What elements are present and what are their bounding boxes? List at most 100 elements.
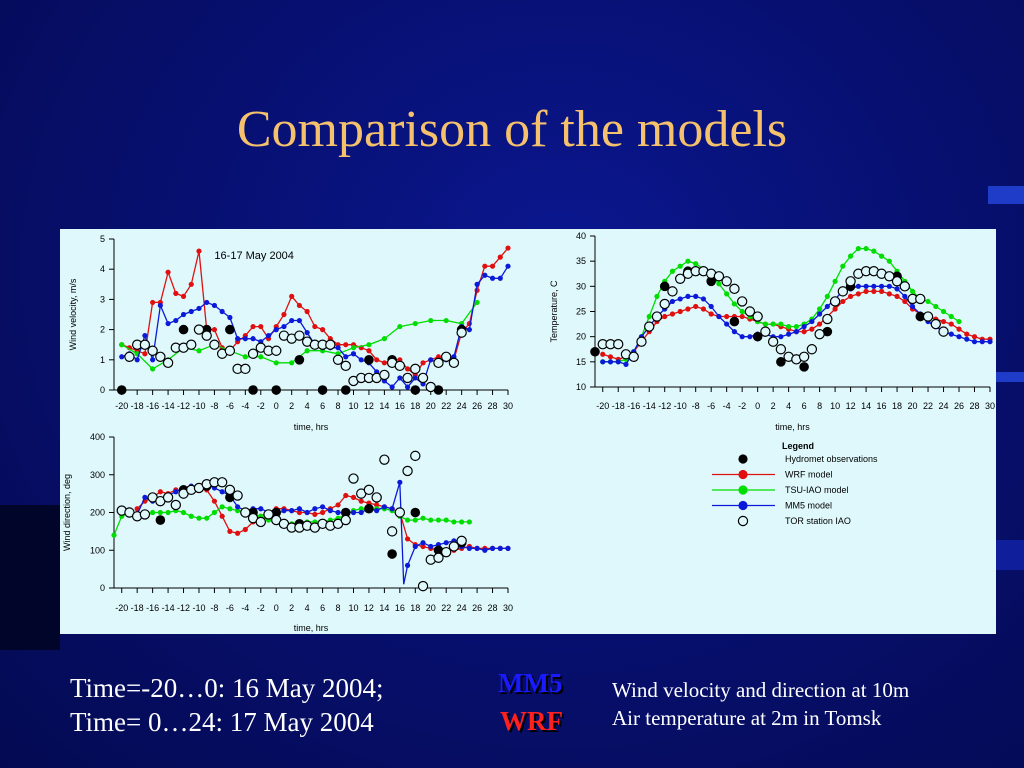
- temperature-wrf-model-point: [677, 308, 683, 315]
- temperature-mm5-model-point: [909, 303, 916, 310]
- decor-bar-top-right: [988, 186, 1024, 204]
- wind-velocity-mm5-model-point: [134, 357, 140, 363]
- temperature-mm5-model-point: [708, 303, 714, 310]
- wind-direction-wrf-model-point: [296, 509, 303, 516]
- wind-velocity-x-tick-label: -10: [192, 401, 205, 411]
- wind-velocity-y-tick-label: 0: [100, 385, 105, 395]
- wind-velocity-x-axis-label: time, hrs: [294, 422, 329, 432]
- temperature-mm5-model-point: [987, 339, 993, 345]
- legend-entry-mm5-model-label: MM5 model: [785, 501, 832, 511]
- temperature-tor-station-iao-point: [729, 283, 740, 295]
- wind-velocity-x-tick-label: 6: [320, 401, 325, 411]
- wind-velocity-x-tick-label: -16: [146, 401, 159, 411]
- temperature-y-tick-label: 20: [576, 332, 586, 342]
- wind-velocity-mm5-model-point: [497, 275, 503, 281]
- wind-direction-x-tick-label: 4: [305, 603, 310, 613]
- wind-direction-mm5-model-point: [404, 562, 411, 568]
- wind-velocity-tor-station-iao-point: [201, 330, 212, 341]
- temperature-wrf-model-point: [801, 329, 807, 335]
- wind-velocity-wrf-model-point: [489, 263, 496, 269]
- wind-velocity-tor-station-iao-point: [440, 351, 452, 362]
- wind-velocity-x-tick-label: -6: [226, 401, 234, 411]
- temperature-x-tick-label: 18: [892, 401, 902, 411]
- temperature-x-tick-label: 14: [861, 401, 871, 411]
- temperature-mm5-model-point: [817, 311, 823, 317]
- wind-direction-x-tick-label: -16: [146, 603, 159, 613]
- wind-direction-tsu-iao-model-point: [235, 508, 241, 514]
- temperature-mm5-model-point: [731, 329, 738, 335]
- wind-velocity-tor-station-iao-point: [162, 357, 174, 369]
- wind-velocity-x-tick-label: 30: [503, 401, 513, 411]
- wind-velocity-hydromet-observations-point: [364, 355, 374, 365]
- wind-velocity-tsu-iao-model-point: [412, 320, 418, 327]
- wind-direction-tsu-iao-model-point: [219, 504, 225, 510]
- wind-velocity-wrf-model-point: [250, 323, 256, 330]
- wind-direction-wrf-model-point: [312, 511, 318, 517]
- temperature-y-tick-label: 25: [576, 307, 586, 317]
- legend-entry-mm5-model-marker: [738, 500, 748, 511]
- temperature-tor-station-iao-point: [814, 328, 825, 340]
- wind-direction-mm5-model-point: [374, 508, 380, 514]
- wind-direction-tor-station-iao-point: [340, 514, 351, 526]
- temperature-mm5-model-point: [700, 296, 707, 302]
- wind-velocity-tor-station-iao-point: [425, 381, 436, 393]
- wind-direction-mm5-model-point: [428, 543, 434, 550]
- temperature-wrf-model-point: [840, 298, 846, 305]
- wind-velocity-tsu-iao-model-point: [196, 348, 202, 354]
- wind-velocity-tor-station-iao-point: [448, 357, 460, 369]
- wind-direction-wrf-model-point: [157, 489, 163, 495]
- temperature-x-tick-label: 16: [877, 401, 887, 411]
- wind-direction-x-tick-label: -12: [177, 603, 190, 613]
- wind-velocity-x-tick-label: 2: [289, 401, 294, 411]
- wind-velocity-tor-station-iao-point: [139, 339, 151, 350]
- wind-direction-mm5-model-point: [235, 504, 241, 510]
- wind-direction-x-tick-label: -6: [226, 603, 234, 613]
- temperature-tsu-iao-model-point: [886, 258, 892, 264]
- wind-direction-wrf-model-point: [374, 502, 380, 508]
- wind-velocity-tor-station-iao-point: [224, 345, 236, 356]
- temperature-x-tick-label: -2: [738, 401, 746, 411]
- wind-velocity-x-tick-label: -8: [210, 401, 218, 411]
- temperature-mm5-model-point: [894, 286, 900, 292]
- wind-velocity-tor-station-iao-point: [410, 363, 421, 375]
- wind-velocity-y-axis-label: Wind velocity, m/s: [68, 278, 78, 350]
- temperature-y-tick-label: 40: [576, 231, 586, 241]
- wind-velocity-y-tick-label: 4: [100, 264, 105, 274]
- temperature-mm5-model-point: [871, 283, 877, 289]
- temperature-tsu-iao-model-point: [878, 253, 885, 259]
- wind-velocity-x-tick-label: 28: [488, 401, 498, 411]
- wind-velocity-tor-station-iao-point: [402, 372, 413, 384]
- temperature-mm5-model-point: [855, 283, 861, 289]
- temperature-wrf-model-point: [739, 313, 745, 320]
- wind-velocity-x-tick-label: 22: [441, 401, 451, 411]
- wind-velocity-tor-station-iao-point: [186, 339, 197, 350]
- temperature-hydromet-observations-point: [659, 281, 670, 292]
- wind-velocity-mm5-model-point: [180, 311, 187, 318]
- wind-velocity-annotation: 16-17 May 2004: [214, 250, 294, 262]
- wind-direction-mm5-model-point: [474, 545, 480, 551]
- wind-velocity-x-tick-label: 24: [457, 401, 467, 411]
- temperature-hydromet-observations-point: [729, 316, 740, 327]
- wind-velocity-mm5-model-point: [227, 314, 233, 321]
- wind-direction-tsu-iao-model-point: [443, 517, 449, 523]
- temperature-tor-station-iao-point: [822, 313, 833, 325]
- temperature-mm5-model-point: [615, 359, 621, 365]
- wind-direction-mm5-model-point: [505, 545, 511, 551]
- mm5-label: MM5: [498, 668, 563, 698]
- legend: Legend Hydromet observations WRF model TSU-…: [712, 441, 878, 527]
- temperature-tsu-iao-model-point: [685, 258, 691, 264]
- wind-direction-wrf-model-point: [235, 530, 241, 536]
- temperature-wrf-model-point: [607, 354, 614, 360]
- temperature-tsu-iao-model-point: [956, 318, 962, 325]
- wind-direction-hydromet-observations-point: [387, 549, 397, 559]
- wind-direction-wrf-model-point: [343, 492, 349, 499]
- temperature-tsu-iao-model-point: [739, 308, 745, 315]
- wind-direction-x-tick-label: -8: [210, 603, 218, 613]
- wind-velocity-wrf-model-point: [381, 360, 387, 366]
- wind-velocity-tsu-iao-model-point: [289, 360, 295, 366]
- wind-velocity-wrf-model-point: [142, 351, 148, 357]
- temperature-mm5-model-point: [902, 293, 908, 299]
- wind-velocity-x-tick-label: -18: [131, 401, 144, 411]
- wind-velocity-tsu-iao-model-point: [273, 360, 279, 366]
